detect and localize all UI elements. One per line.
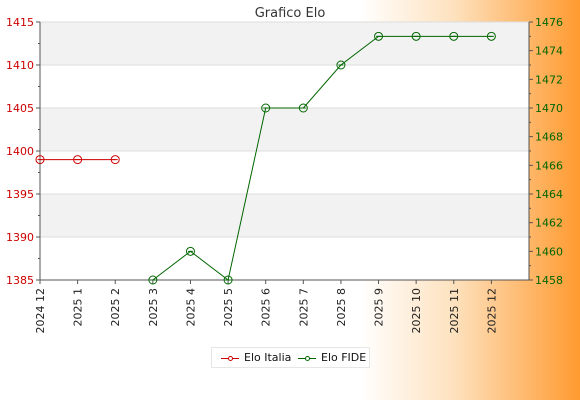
- data-point-fide: [185, 246, 195, 256]
- legend-item-italia: Elo Italia: [221, 351, 291, 364]
- right-tick-label: 1468: [535, 131, 563, 144]
- data-point-fide: [298, 103, 308, 113]
- x-tick-label: 2025 6: [260, 288, 273, 327]
- x-tick-label: 2025 11: [448, 288, 461, 334]
- data-point-fide: [449, 31, 459, 41]
- x-tick-label: 2025 2: [109, 288, 122, 327]
- x-tick-label: 2025 5: [222, 288, 235, 327]
- data-point-fide: [486, 31, 496, 41]
- data-point-fide: [148, 275, 158, 285]
- x-tick-label: 2025 12: [485, 288, 498, 334]
- right-tick-label: 1464: [535, 188, 563, 201]
- legend: Elo Italia Elo FIDE: [211, 347, 370, 368]
- x-tick-label: 2025 4: [184, 288, 197, 327]
- x-tick-label: 2025 3: [147, 288, 160, 327]
- grid-bands: [40, 22, 529, 237]
- right-tick-label: 1462: [535, 217, 563, 230]
- data-point-fide: [411, 31, 421, 41]
- left-tick-label: 1385: [6, 274, 34, 287]
- legend-item-fide: Elo FIDE: [298, 351, 366, 364]
- x-tick-label: 2025 10: [410, 288, 423, 334]
- x-tick-label: 2025 9: [373, 288, 386, 327]
- left-tick-label: 1400: [6, 145, 34, 158]
- right-tick-label: 1476: [535, 16, 563, 29]
- left-tick-label: 1415: [6, 16, 34, 29]
- right-tick-label: 1458: [535, 274, 563, 287]
- data-point-fide: [223, 275, 233, 285]
- right-tick-label: 1472: [535, 73, 563, 86]
- series-group: [35, 31, 496, 285]
- right-tick-label: 1470: [535, 102, 563, 115]
- chart-title: Grafico Elo: [255, 6, 326, 21]
- right-tick-label: 1466: [535, 159, 563, 172]
- grid-band: [40, 108, 529, 151]
- grid-band: [40, 22, 529, 65]
- left-tick-label: 1410: [6, 59, 34, 72]
- x-tick-label: 2025 8: [335, 288, 348, 327]
- series-line-fide: [152, 35, 492, 281]
- legend-swatch-italia: [221, 353, 239, 363]
- right-tick-label: 1460: [535, 245, 563, 258]
- data-point-fide: [374, 31, 384, 41]
- data-point-italia: [35, 155, 45, 165]
- x-tick-label: 2025 1: [72, 288, 85, 327]
- x-tick-label: 2025 7: [297, 288, 310, 327]
- left-tick-label: 1395: [6, 188, 34, 201]
- legend-label-italia: Elo Italia: [244, 351, 292, 364]
- left-tick-label: 1390: [6, 231, 34, 244]
- axis-ticks: 1385 1390 1395 1400 1405 1410 1415 1458 1460 1462…: [6, 16, 563, 334]
- data-point-fide: [336, 60, 346, 70]
- x-tick-label: 2024 12: [34, 288, 47, 334]
- data-point-fide: [261, 103, 271, 113]
- legend-swatch-fide: [298, 353, 316, 363]
- data-point-italia: [73, 155, 83, 165]
- left-tick-label: 1405: [6, 102, 34, 115]
- legend-label-fide: Elo FIDE: [321, 351, 367, 364]
- right-tick-label: 1474: [535, 45, 563, 58]
- grid-band: [40, 194, 529, 237]
- data-point-italia: [110, 155, 120, 165]
